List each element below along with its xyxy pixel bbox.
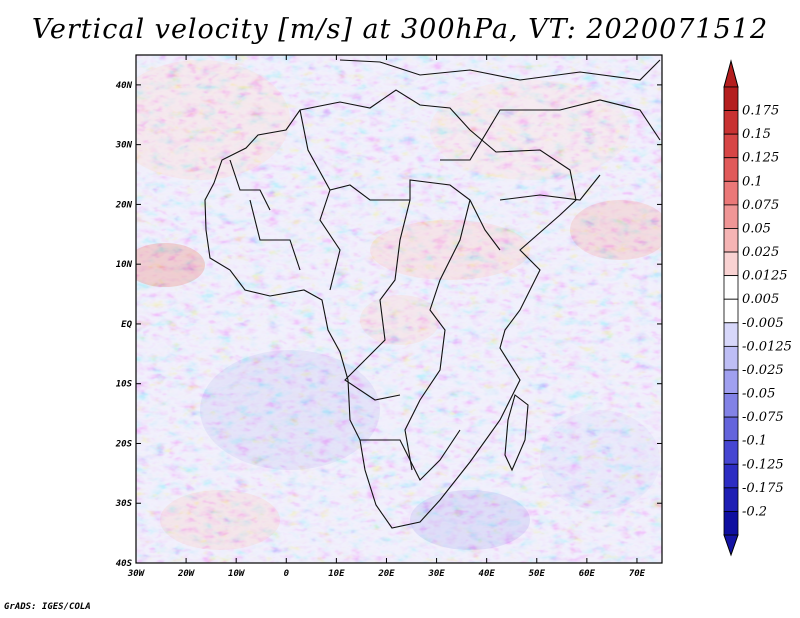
colorbar-label: -0.125	[742, 457, 784, 472]
colorbar-swatch	[723, 228, 739, 253]
lat-tick-label: 20N	[115, 200, 133, 210]
lon-tick-label: 70E	[629, 569, 646, 579]
lat-tick-label: 20S	[115, 439, 133, 449]
map-title: Vertical velocity [m/s] at 300hPa, VT: 2…	[31, 14, 769, 45]
lat-tick-label: 40N	[116, 81, 133, 91]
colorbar-swatch	[723, 86, 739, 111]
lon-tick-label: 40E	[479, 569, 496, 579]
lon-tick-label: 30W	[127, 569, 146, 579]
lat-tick-label: 30S	[115, 499, 133, 509]
colorbar-label: 0.15	[742, 127, 771, 142]
lon-tick-label: 10W	[228, 569, 246, 579]
colorbar-label: 0.025	[742, 245, 779, 260]
lon-tick-label: 60E	[579, 569, 596, 579]
lat-tick-label: 10S	[116, 380, 133, 390]
colorbar-label: -0.2	[742, 504, 767, 519]
colorbar-swatch	[723, 369, 739, 394]
colorbar-top-arrow	[723, 59, 739, 88]
colorbar-swatch	[723, 157, 739, 182]
colorbar-label: 0.175	[742, 104, 779, 119]
lon-tick-label: 20W	[177, 569, 196, 579]
colorbar-label: 0.125	[742, 151, 779, 166]
lat-tick-label: 30N	[115, 141, 133, 151]
colorbar-swatch	[723, 251, 739, 277]
colorbar: 0.175 0.15 0.125 0.1 0.075 0.05 0.025 0.0125 0.0…	[723, 59, 792, 557]
colorbar-label: 0.075	[742, 198, 779, 213]
colorbar-label: -0.05	[742, 387, 775, 402]
colorbar-swatch	[723, 463, 739, 489]
colorbar-label: 0.0125	[742, 269, 788, 284]
colorbar-label: -0.075	[742, 410, 784, 425]
colorbar-label: 0.05	[742, 221, 771, 236]
lat-tick-label: EQ	[121, 320, 132, 330]
colorbar-swatch	[723, 298, 739, 324]
colorbar-label: -0.175	[742, 481, 784, 496]
colorbar-label: 0.005	[742, 292, 779, 307]
country-borders	[204, 59, 661, 529]
colorbar-swatch	[723, 204, 739, 229]
colorbar-swatch	[723, 275, 739, 300]
colorbar-swatch	[723, 110, 739, 135]
colorbar-swatch	[723, 133, 739, 159]
lon-tick-label: 50E	[529, 569, 546, 579]
colorbar-swatch	[723, 416, 739, 442]
lat-tick-label: 10N	[116, 260, 133, 270]
colorbar-label: 0.1	[742, 174, 763, 189]
footer-credit: GrADS: IGES/COLA	[4, 602, 91, 612]
colorbar-swatch	[723, 322, 739, 347]
lon-tick-label: 30E	[427, 569, 445, 579]
colorbar-label: -0.0125	[742, 339, 792, 354]
colorbar-swatch	[723, 345, 739, 371]
plot-frame	[135, 54, 663, 564]
vertical-velocity-field	[136, 55, 662, 563]
colorbar-label: -0.025	[742, 363, 784, 378]
colorbar-label: -0.005	[742, 316, 784, 331]
colorbar-swatch	[723, 487, 739, 512]
lon-tick-label: 0	[284, 569, 290, 579]
colorbar-label: -0.1	[742, 434, 767, 449]
lat-tick-label: 40S	[116, 559, 133, 569]
lon-tick-label: 20E	[377, 569, 395, 579]
colorbar-swatch	[723, 393, 739, 418]
colorbar-swatch	[723, 440, 739, 465]
lon-tick-label: 10E	[328, 569, 345, 579]
colorbar-swatch	[723, 180, 739, 206]
colorbar-swatch	[723, 511, 739, 536]
colorbar-bottom-arrow	[723, 534, 739, 557]
